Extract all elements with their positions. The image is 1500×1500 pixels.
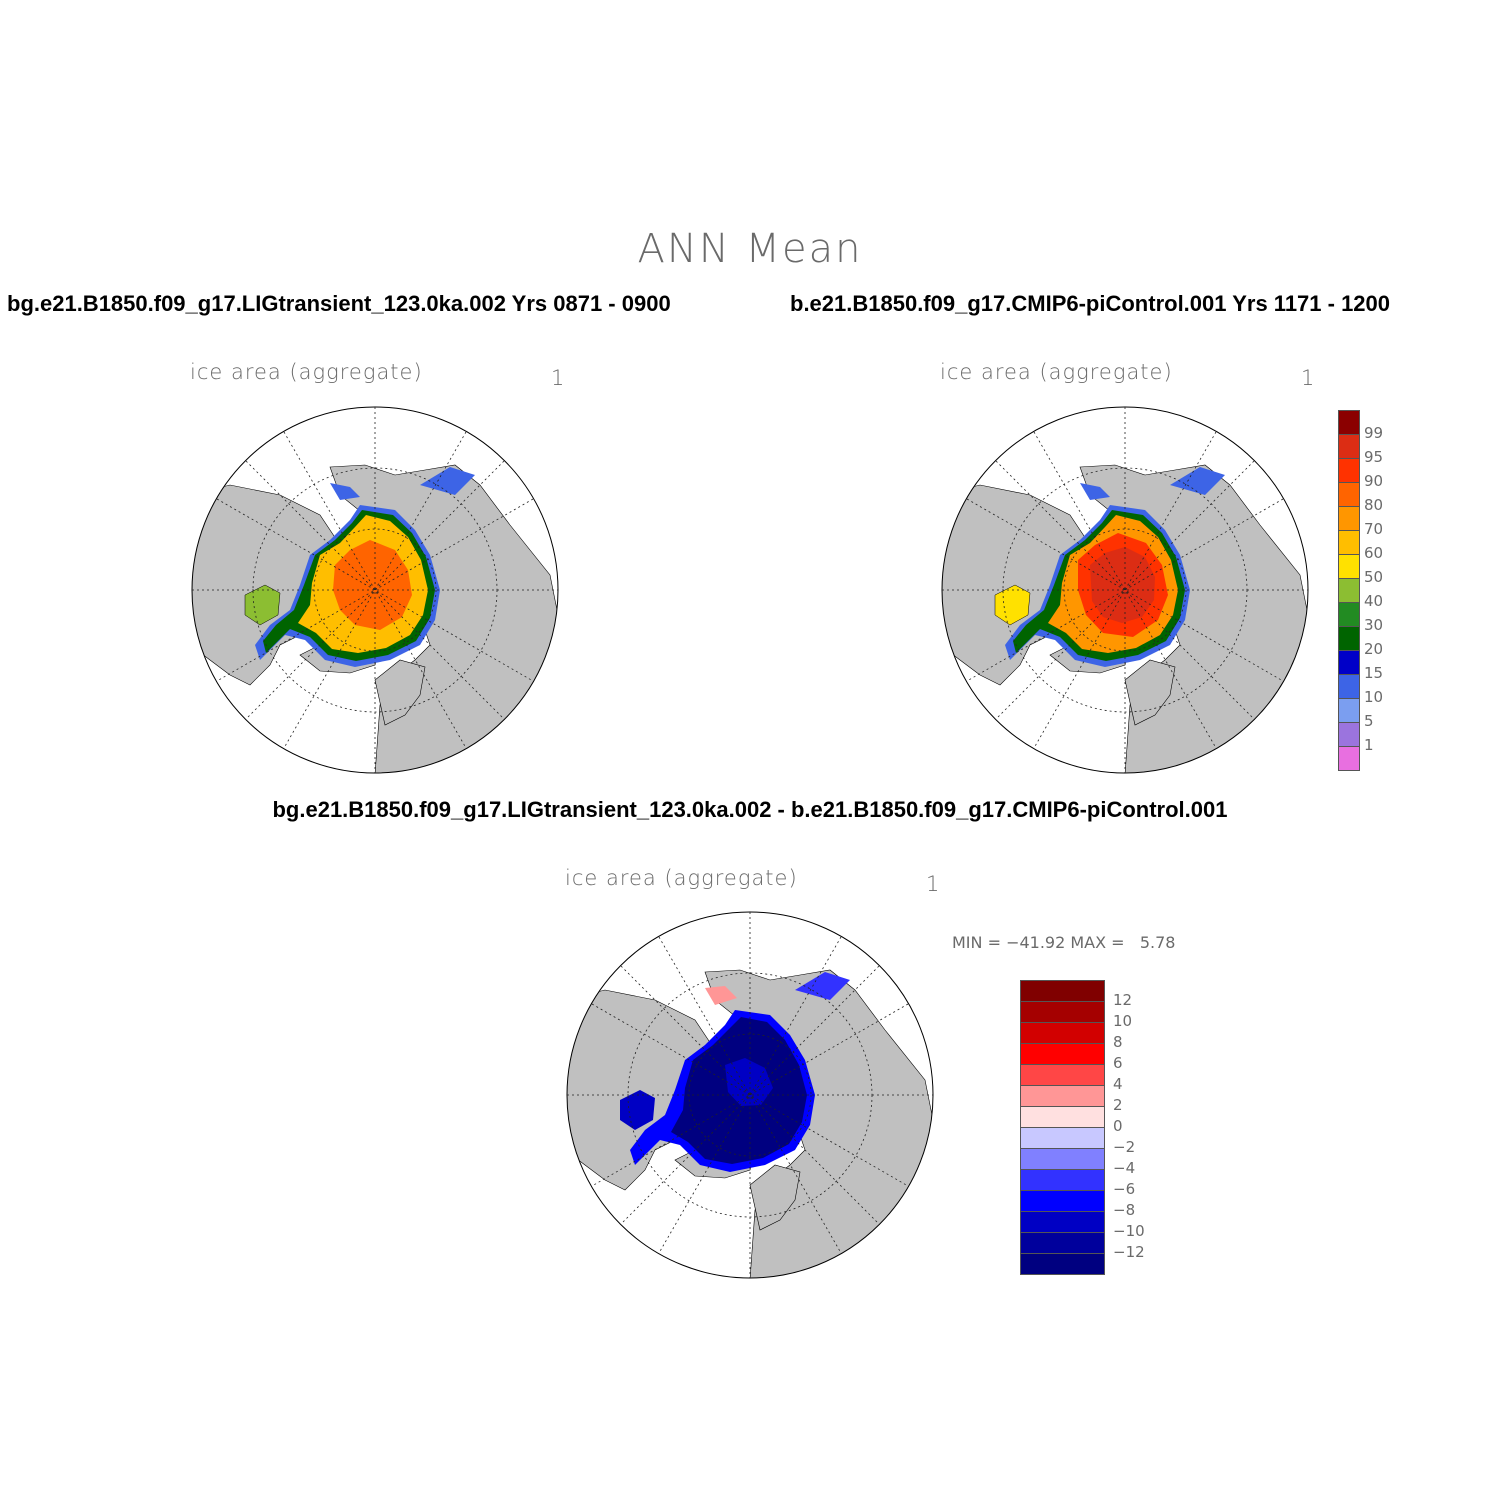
main-title: ANN Mean: [637, 226, 863, 272]
colorbar-difference-label: −2: [1113, 1138, 1136, 1156]
colorbar-absolute-label: 90: [1364, 472, 1384, 490]
colorbar-difference-box: [1020, 1211, 1105, 1233]
panel3-units: 1: [926, 872, 941, 896]
panel1-title: bg.e21.B1850.f09_g17.LIGtransient_123.0k…: [7, 291, 671, 316]
colorbar-difference-box: [1020, 1085, 1105, 1107]
colorbar-absolute-label: 60: [1364, 544, 1384, 562]
colorbar-difference-box: [1020, 1022, 1105, 1044]
colorbar-absolute-label: 95: [1364, 448, 1384, 466]
colorbar-difference-box: [1020, 1043, 1105, 1065]
colorbar-difference-label: 10: [1113, 1012, 1133, 1030]
panel3-variable-label: ice area (aggregate): [565, 866, 798, 890]
colorbar-absolute-label: 99: [1364, 424, 1384, 442]
colorbar-difference-box: [1020, 1232, 1105, 1254]
ice-bering: [420, 467, 475, 495]
land-scandinavia: [749, 1164, 801, 1231]
ice-hudson-bay: [244, 584, 281, 626]
colorbar-absolute-box: [1338, 626, 1360, 651]
colorbar-absolute-box: [1338, 698, 1360, 723]
ice-bering: [1170, 467, 1225, 495]
colorbar-difference-label: −4: [1113, 1159, 1136, 1177]
panel2-variable-label: ice area (aggregate): [940, 360, 1173, 384]
colorbar-absolute-box: [1338, 602, 1360, 627]
colorbar-difference-label: 12: [1113, 991, 1133, 1009]
colorbar-difference-label: −10: [1113, 1222, 1145, 1240]
graticule: [942, 407, 1308, 773]
panel1-polar-map: [191, 406, 559, 774]
colorbar-absolute-label: 15: [1364, 664, 1384, 682]
panel1-variable-label: ice area (aggregate): [190, 360, 423, 384]
colorbar-difference-label: −6: [1113, 1180, 1136, 1198]
ice-okhotsk: [330, 483, 360, 500]
ice-okhotsk: [1080, 483, 1110, 500]
colorbar-absolute-box: [1338, 722, 1360, 747]
colorbar-difference-label: 4: [1113, 1075, 1123, 1093]
panel2-title: b.e21.B1850.f09_g17.CMIP6-piControl.001 …: [790, 291, 1391, 316]
colorbar-difference-label: 0: [1113, 1117, 1123, 1135]
diff-hudson-bay: [620, 1090, 655, 1130]
panel2-units: 1: [1301, 366, 1316, 390]
colorbar-difference-box: [1020, 1127, 1105, 1149]
land-scandinavia: [374, 659, 426, 726]
colorbar-difference: −12 −10 −8 −6 −4 −2 0 2 4 6 8 10 12: [1020, 980, 1150, 1280]
colorbar-difference-label: 8: [1113, 1033, 1123, 1051]
colorbar-absolute-box: [1338, 650, 1360, 675]
land-scandinavia: [1124, 659, 1176, 726]
graticule: [567, 912, 933, 1278]
colorbar-absolute-box: [1338, 458, 1360, 483]
colorbar-difference-label: 2: [1113, 1096, 1123, 1114]
colorbar-difference-box: [1020, 1253, 1105, 1275]
panel2-polar-map: [941, 406, 1309, 774]
colorbar-difference-box: [1020, 980, 1105, 1002]
colorbar-absolute-box: [1338, 554, 1360, 579]
diff-min-max-stats: MIN = −41.92 MAX = 5.78: [952, 933, 1176, 952]
panel1-units: 1: [551, 366, 566, 390]
colorbar-absolute-label: 30: [1364, 616, 1384, 634]
colorbar-absolute-label: 70: [1364, 520, 1384, 538]
colorbar-absolute-box: [1338, 674, 1360, 699]
colorbar-absolute-label: 50: [1364, 568, 1384, 586]
colorbar-absolute-label: 1: [1364, 736, 1374, 754]
ice-hudson-bay: [994, 584, 1031, 626]
colorbar-difference-label: −8: [1113, 1201, 1136, 1219]
colorbar-difference-box: [1020, 1190, 1105, 1212]
diff-negative-bering: [795, 972, 850, 1000]
diff-center: [725, 1058, 773, 1106]
colorbar-absolute-box: [1338, 578, 1360, 603]
colorbar-absolute-label: 40: [1364, 592, 1384, 610]
colorbar-difference-box: [1020, 1106, 1105, 1128]
colorbar-difference-label: 6: [1113, 1054, 1123, 1072]
colorbar-difference-box: [1020, 1169, 1105, 1191]
colorbar-absolute-box: [1338, 506, 1360, 531]
colorbar-absolute-label: 80: [1364, 496, 1384, 514]
panel3-polar-map: [566, 911, 934, 1279]
colorbar-absolute-box: [1338, 746, 1360, 771]
colorbar-absolute-box: [1338, 530, 1360, 555]
colorbar-difference-box: [1020, 1148, 1105, 1170]
colorbar-absolute-box: [1338, 434, 1360, 459]
colorbar-absolute: 1 5 10 15 20 30 40 50 60 70 80 90 95 99: [1338, 410, 1418, 771]
colorbar-difference-box: [1020, 1064, 1105, 1086]
graticule: [192, 407, 558, 773]
colorbar-absolute-label: 10: [1364, 688, 1384, 706]
colorbar-absolute-box: [1338, 410, 1360, 435]
colorbar-absolute-label: 5: [1364, 712, 1374, 730]
colorbar-difference-label: −12: [1113, 1243, 1145, 1261]
panel3-title: bg.e21.B1850.f09_g17.LIGtransient_123.0k…: [272, 797, 1228, 822]
colorbar-absolute-box: [1338, 482, 1360, 507]
diff-positive-okhotsk: [705, 986, 737, 1005]
colorbar-absolute-label: 20: [1364, 640, 1384, 658]
colorbar-difference-box: [1020, 1001, 1105, 1023]
